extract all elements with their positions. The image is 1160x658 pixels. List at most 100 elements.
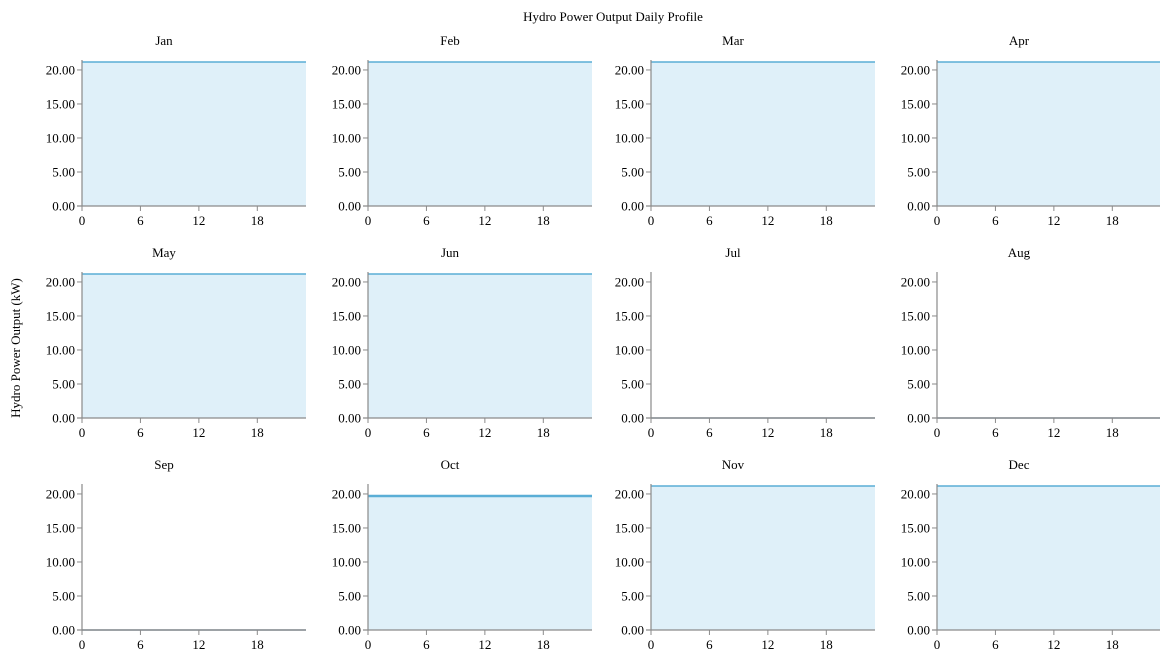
y-tick-label-feb: 5.00	[338, 164, 361, 179]
x-tick-label-jun: 6	[423, 425, 430, 440]
panel-title-feb: Feb	[440, 33, 460, 48]
y-tick-label-may: 0.00	[52, 411, 75, 426]
panel-jul: Jul 0.00 5.00 10.00 15.00 20.00 0 6 12 18	[615, 245, 875, 440]
y-tick-label-aug: 10.00	[901, 342, 930, 357]
panel-dec: Dec 0.00 5.00 10.00 15.00 20.00 0 6 12 18	[901, 457, 1160, 652]
y-tick-label-jul: 5.00	[621, 376, 644, 391]
panel-title-nov: Nov	[722, 457, 745, 472]
y-tick-label-feb: 20.00	[332, 62, 361, 77]
y-tick-label-nov: 20.00	[615, 486, 644, 501]
x-tick-label-mar: 6	[706, 213, 713, 228]
x-tick-label-dec: 0	[934, 637, 941, 652]
y-tick-label-nov: 10.00	[615, 554, 644, 569]
x-tick-label-apr: 6	[992, 213, 999, 228]
x-tick-label-jul: 6	[706, 425, 713, 440]
y-tick-label-mar: 15.00	[615, 96, 644, 111]
panel-mar: Mar 0.00 5.00 10.00 15.00 20.00 0 6 12 18	[615, 33, 875, 228]
x-tick-label-jan: 6	[137, 213, 144, 228]
x-tick-label-aug: 0	[934, 425, 941, 440]
area-jan	[82, 62, 306, 206]
x-tick-label-jun: 0	[365, 425, 372, 440]
x-tick-label-dec: 18	[1106, 637, 1119, 652]
y-tick-label-jan: 0.00	[52, 199, 75, 214]
y-tick-label-may: 10.00	[46, 342, 75, 357]
y-tick-label-dec: 10.00	[901, 554, 930, 569]
x-tick-label-mar: 12	[761, 213, 774, 228]
panel-title-sep: Sep	[154, 457, 174, 472]
y-tick-label-aug: 0.00	[907, 411, 930, 426]
y-tick-label-jun: 15.00	[332, 308, 361, 323]
y-tick-label-mar: 20.00	[615, 62, 644, 77]
x-tick-label-nov: 12	[761, 637, 774, 652]
panel-sep: Sep 0.00 5.00 10.00 15.00 20.00 0 6 12 18	[46, 457, 306, 652]
y-tick-label-aug: 20.00	[901, 274, 930, 289]
y-tick-label-jun: 10.00	[332, 342, 361, 357]
y-tick-label-mar: 10.00	[615, 130, 644, 145]
panel-aug: Aug 0.00 5.00 10.00 15.00 20.00 0 6 12 18	[901, 245, 1160, 440]
x-tick-label-jan: 18	[251, 213, 264, 228]
x-tick-label-sep: 6	[137, 637, 144, 652]
y-tick-label-mar: 5.00	[621, 164, 644, 179]
x-tick-label-aug: 18	[1106, 425, 1119, 440]
y-tick-label-nov: 0.00	[621, 623, 644, 638]
x-tick-label-jul: 12	[761, 425, 774, 440]
area-nov	[651, 486, 875, 630]
panel-apr: Apr 0.00 5.00 10.00 15.00 20.00 0 6 12 18	[901, 33, 1160, 228]
x-tick-label-mar: 0	[648, 213, 655, 228]
y-tick-label-jul: 15.00	[615, 308, 644, 323]
y-tick-label-jan: 20.00	[46, 62, 75, 77]
y-tick-label-may: 20.00	[46, 274, 75, 289]
y-tick-label-dec: 5.00	[907, 588, 930, 603]
chart-title: Hydro Power Output Daily Profile	[523, 9, 703, 24]
x-tick-label-may: 6	[137, 425, 144, 440]
x-tick-label-sep: 18	[251, 637, 264, 652]
x-tick-label-jan: 12	[192, 213, 205, 228]
x-tick-label-may: 0	[79, 425, 86, 440]
x-tick-label-feb: 12	[478, 213, 491, 228]
x-tick-label-jun: 12	[478, 425, 491, 440]
panel-title-may: May	[152, 245, 176, 260]
y-tick-label-sep: 10.00	[46, 554, 75, 569]
x-tick-label-may: 12	[192, 425, 205, 440]
x-tick-label-sep: 0	[79, 637, 86, 652]
x-tick-label-feb: 0	[365, 213, 372, 228]
area-apr	[937, 62, 1160, 206]
y-tick-label-apr: 5.00	[907, 164, 930, 179]
panel-nov: Nov 0.00 5.00 10.00 15.00 20.00 0 6 12 18	[615, 457, 875, 652]
y-tick-label-jun: 0.00	[338, 411, 361, 426]
y-tick-label-mar: 0.00	[621, 199, 644, 214]
x-tick-label-oct: 0	[365, 637, 372, 652]
y-tick-label-apr: 15.00	[901, 96, 930, 111]
y-tick-label-may: 5.00	[52, 376, 75, 391]
y-axis-label: Hydro Power Output (kW)	[8, 278, 23, 418]
y-tick-label-jul: 20.00	[615, 274, 644, 289]
x-tick-label-apr: 18	[1106, 213, 1119, 228]
x-tick-label-jul: 0	[648, 425, 655, 440]
y-tick-label-jul: 10.00	[615, 342, 644, 357]
x-tick-label-feb: 18	[537, 213, 550, 228]
panel-jan: Jan 0.00 5.00 10.00 15.00 20.00 0 6 12 18	[46, 33, 306, 228]
y-tick-label-oct: 20.00	[332, 486, 361, 501]
y-tick-label-dec: 15.00	[901, 520, 930, 535]
x-tick-label-oct: 6	[423, 637, 430, 652]
y-tick-label-jul: 0.00	[621, 411, 644, 426]
panels: Jan 0.00 5.00 10.00 15.00 20.00 0 6 12 18 Feb 0.00 5…	[46, 33, 1160, 652]
panel-title-oct: Oct	[441, 457, 460, 472]
x-tick-label-sep: 12	[192, 637, 205, 652]
y-tick-label-aug: 5.00	[907, 376, 930, 391]
x-tick-label-jan: 0	[79, 213, 86, 228]
y-tick-label-aug: 15.00	[901, 308, 930, 323]
area-oct	[368, 495, 592, 630]
y-tick-label-oct: 10.00	[332, 554, 361, 569]
y-tick-label-may: 15.00	[46, 308, 75, 323]
y-tick-label-feb: 0.00	[338, 199, 361, 214]
x-tick-label-mar: 18	[820, 213, 833, 228]
panel-jun: Jun 0.00 5.00 10.00 15.00 20.00 0 6 12 18	[332, 245, 592, 440]
area-dec	[937, 486, 1160, 630]
y-tick-label-apr: 10.00	[901, 130, 930, 145]
y-tick-label-sep: 5.00	[52, 588, 75, 603]
y-tick-label-jun: 5.00	[338, 376, 361, 391]
y-tick-label-dec: 20.00	[901, 486, 930, 501]
panel-title-jun: Jun	[441, 245, 460, 260]
x-tick-label-may: 18	[251, 425, 264, 440]
